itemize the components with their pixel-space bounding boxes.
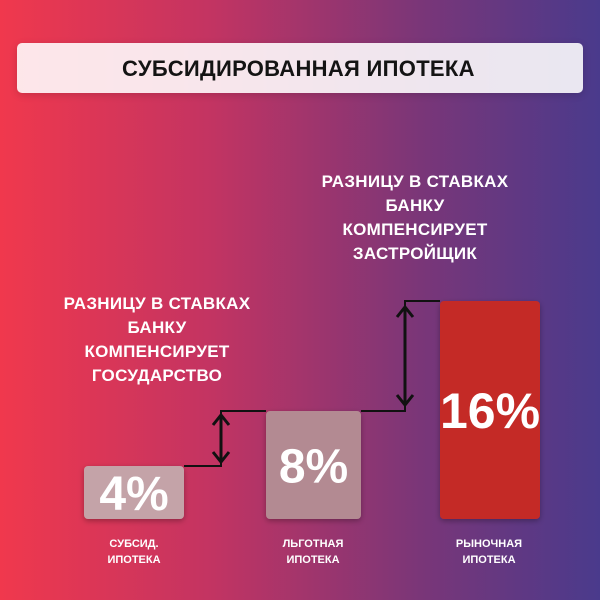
callout-developer-line: БАНКУ xyxy=(385,196,445,215)
callout-government-line: РАЗНИЦУ В СТАВКАХ xyxy=(63,294,251,313)
bar xyxy=(84,466,184,519)
bar xyxy=(266,411,361,519)
page-title: СУБСИДИРОВАННАЯ ИПОТЕКА xyxy=(122,56,475,81)
callout-government: РАЗНИЦУ В СТАВКАХ БАНКУ КОМПЕНСИРУЕТ ГОС… xyxy=(37,292,277,388)
bar-category-label: СУБСИД. ИПОТЕКА xyxy=(74,536,194,568)
title-bar: СУБСИДИРОВАННАЯ ИПОТЕКА xyxy=(17,43,583,93)
bar-value-label: 4% xyxy=(99,468,168,521)
double-arrow-icon xyxy=(211,412,231,465)
bar-category-line: РЫНОЧНАЯ xyxy=(455,538,523,550)
bar-category-line: ИПОТЕКА xyxy=(107,554,161,566)
callout-developer: РАЗНИЦУ В СТАВКАХ БАНКУ КОМПЕНСИРУЕТ ЗАС… xyxy=(295,170,535,266)
bar xyxy=(440,301,540,519)
callout-government-line: БАНКУ xyxy=(127,318,187,337)
step-line xyxy=(361,300,440,412)
bar-category-label: ЛЬГОТНАЯ ИПОТЕКА xyxy=(253,536,373,568)
callout-developer-line: РАЗНИЦУ В СТАВКАХ xyxy=(321,172,509,191)
bar-value-label: 8% xyxy=(279,440,348,493)
bar-category-line: ИПОТЕКА xyxy=(286,554,340,566)
callout-government-line: КОМПЕНСИРУЕТ xyxy=(84,342,230,361)
callout-government-line: ГОСУДАРСТВО xyxy=(91,366,223,385)
bar-category-line: ИПОТЕКА xyxy=(462,554,516,566)
callout-developer-line: КОМПЕНСИРУЕТ xyxy=(342,220,488,239)
callout-developer-line: ЗАСТРОЙЩИК xyxy=(352,244,478,263)
double-arrow-icon xyxy=(395,304,415,408)
bar-category-line: СУБСИД. xyxy=(109,538,159,550)
bar-category-label: РЫНОЧНАЯ ИПОТЕКА xyxy=(429,536,549,568)
bar-value-label: 16% xyxy=(440,383,540,439)
bar-category-line: ЛЬГОТНАЯ xyxy=(282,538,344,550)
